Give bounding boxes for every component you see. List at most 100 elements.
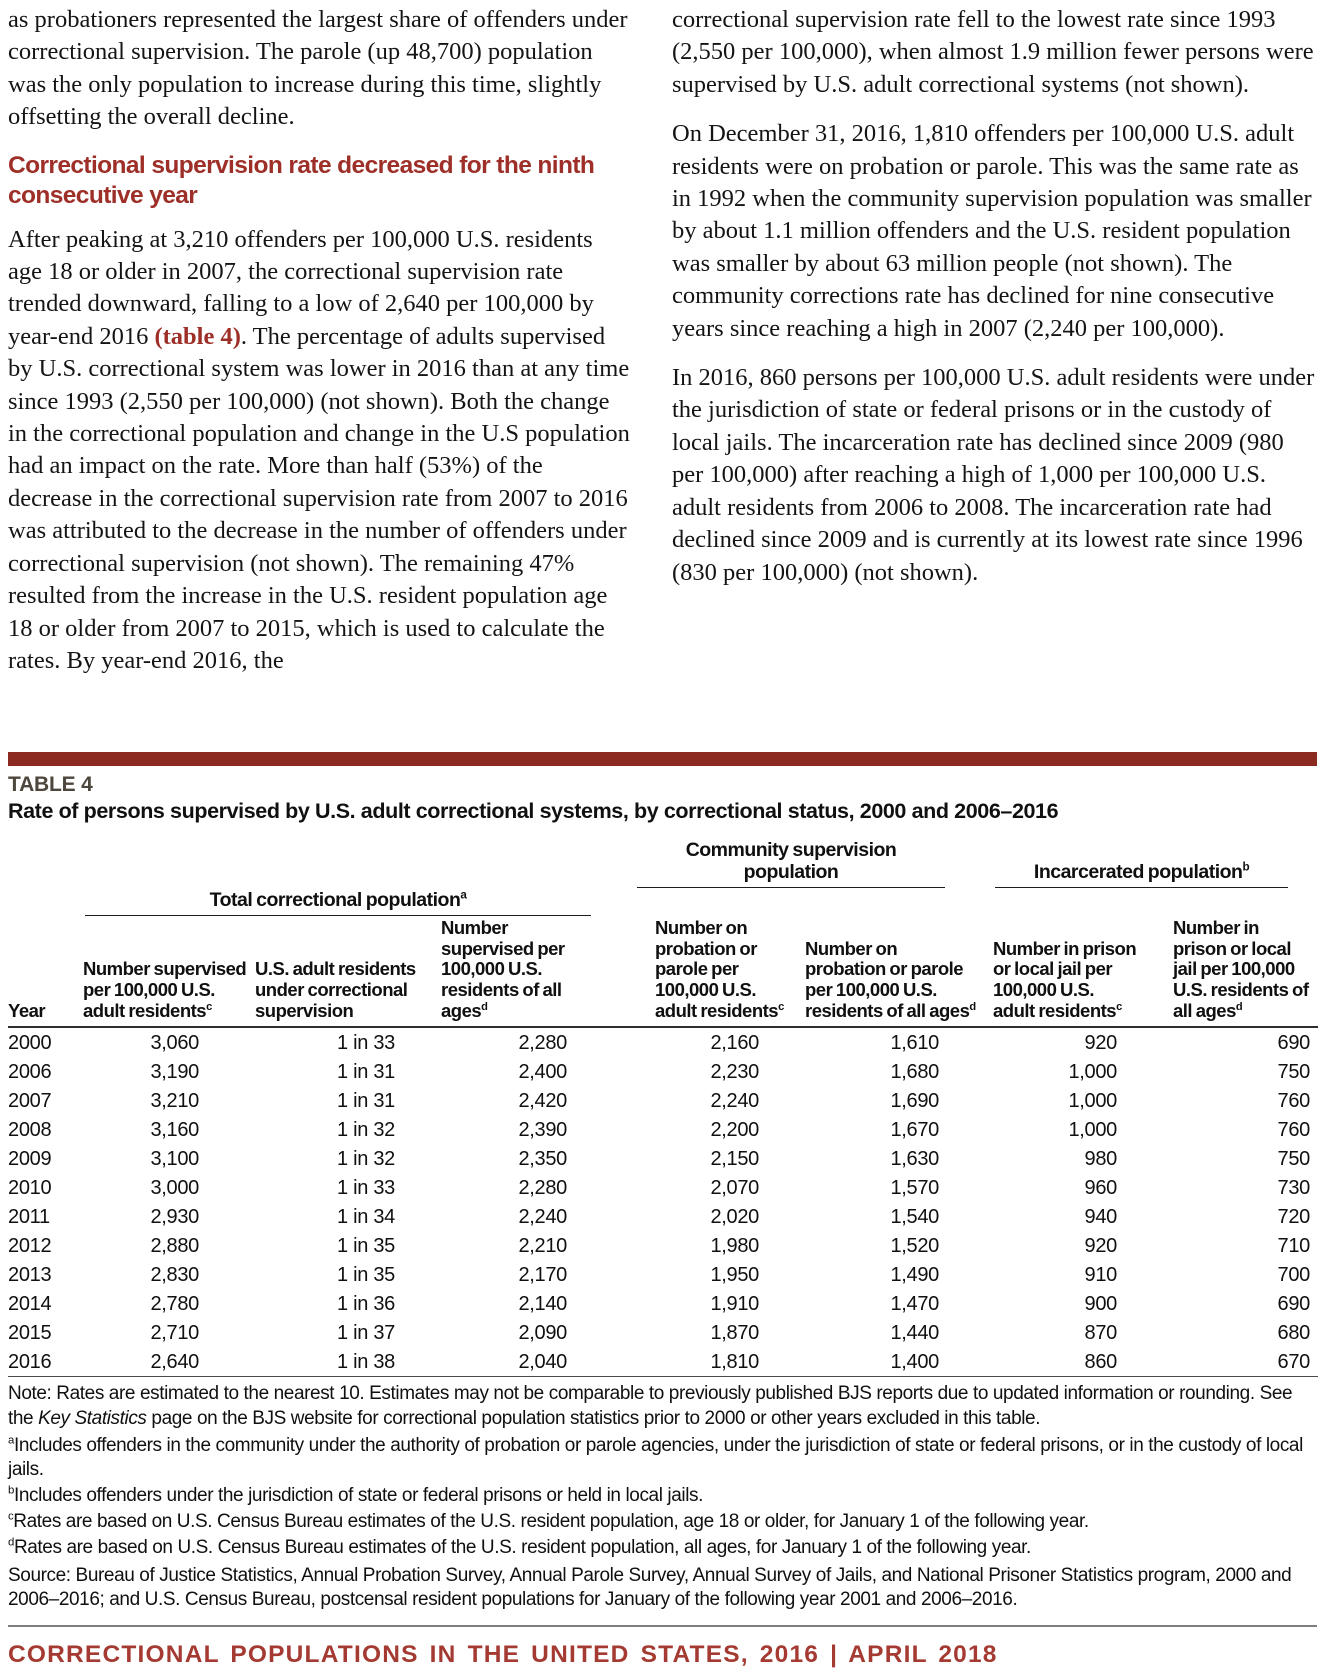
value-cell: 720: [1277, 1205, 1311, 1228]
group-header-text: Total correctional population: [209, 888, 461, 911]
value-cell: 2,150: [710, 1147, 759, 1170]
value-cell: 2,040: [441, 1347, 599, 1378]
empty-header-cell: [599, 888, 1318, 916]
column-header-year: Year: [8, 915, 83, 1029]
table-row: 2011 2,930 1 in 34 2,240 2,020 1,540 940…: [8, 1202, 1318, 1231]
value-cell: 1,570: [890, 1176, 939, 1199]
value-cell: 700: [1277, 1263, 1311, 1286]
table-body: 2000 3,060 1 in 33 2,280 2,160 1,610 920…: [8, 1027, 1318, 1378]
footnote-marker: b: [1242, 860, 1250, 874]
value-cell: 980: [1084, 1147, 1118, 1170]
table-row: 2015 2,710 1 in 37 2,090 1,870 1,440 870…: [8, 1318, 1318, 1347]
table-footnote: dRates are based on U.S. Census Bureau e…: [8, 1536, 1320, 1560]
value-cell: 1,520: [890, 1234, 939, 1257]
table-footnote: cRates are based on U.S. Census Bureau e…: [8, 1510, 1320, 1534]
footnote-marker: d: [8, 1536, 14, 1549]
value-cell: 3,100: [150, 1147, 199, 1170]
value-cell: 2,070: [710, 1176, 759, 1199]
empty-header-cell: [8, 888, 83, 916]
value-cell: 3,000: [150, 1176, 199, 1199]
value-cell: 1,000: [1068, 1089, 1117, 1112]
value-cell: 710: [1277, 1234, 1311, 1257]
value-cell: 3,160: [150, 1118, 199, 1141]
value-cell: 1 in 31: [337, 1089, 395, 1112]
footnote-text: Includes offenders under the jurisdictio…: [13, 1484, 704, 1506]
paragraph: as probationers represented the largest …: [8, 6, 628, 131]
column-header-supervised-per-all-ages: Number supervised per 100,000 U.S. resid…: [441, 915, 599, 1029]
value-cell: 750: [1277, 1147, 1311, 1170]
article-columns: as probationers represented the largest …: [8, 4, 1317, 694]
value-cell: 1,630: [890, 1147, 939, 1170]
column-header-probation-parole-per-adult: Number on probation or parole per 100,00…: [599, 915, 805, 1029]
value-cell: 760: [1277, 1089, 1311, 1112]
value-cell: 1,400: [805, 1347, 981, 1378]
empty-header-cell: [8, 838, 599, 888]
article-column-left: as probationers represented the largest …: [8, 4, 632, 694]
table-top-rule: [8, 752, 1317, 767]
group-header-row-2: Total correctional populationa: [8, 888, 1318, 916]
value-cell: 1 in 34: [337, 1205, 395, 1228]
paragraph-text: . The percentage of adults supervised by…: [8, 322, 630, 674]
value-cell: 750: [1277, 1060, 1311, 1083]
value-cell: 2,240: [710, 1089, 759, 1112]
value-cell: 1 in 37: [337, 1321, 395, 1344]
footnote-marker: a: [460, 888, 467, 902]
year-cell: 2016: [8, 1347, 83, 1378]
table-notes: Note: Rates are estimated to the nearest…: [8, 1382, 1320, 1612]
group-header-total-correctional: Total correctional populationa: [83, 888, 599, 916]
column-header-prison-jail-per-all-ages: Number in prison or local jail per 100,0…: [1143, 915, 1318, 1029]
group-header-incarcerated: Incarcerated populationb: [981, 838, 1318, 888]
value-cell: 2,400: [518, 1060, 567, 1083]
value-cell: 730: [1277, 1176, 1311, 1199]
table-row: 2010 3,000 1 in 33 2,280 2,070 1,570 960…: [8, 1173, 1318, 1202]
group-header-row-1: Community supervision population Incarce…: [8, 838, 1318, 888]
value-cell: 2,240: [518, 1205, 567, 1228]
table-source: Source: Bureau of Justice Statistics, An…: [8, 1565, 1292, 1611]
value-cell: 1,810: [599, 1347, 805, 1378]
value-cell: 3,060: [150, 1031, 199, 1054]
table-row: 2008 3,160 1 in 32 2,390 2,200 1,670 1,0…: [8, 1115, 1318, 1144]
table-footnote: aIncludes offenders in the community und…: [8, 1434, 1320, 1482]
value-cell: 1 in 32: [337, 1118, 395, 1141]
year-cell: 2006: [8, 1060, 52, 1083]
article-column-right: correctional supervision rate fell to th…: [672, 4, 1317, 694]
paragraph: After peaking at 3,210 offenders per 100…: [8, 224, 632, 678]
value-cell: 2,020: [710, 1205, 759, 1228]
table-row: 2009 3,100 1 in 32 2,350 2,150 1,630 980…: [8, 1144, 1318, 1173]
footnote-marker: c: [8, 1510, 14, 1523]
footnote-text: Rates are based on U.S. Census Bureau es…: [13, 1537, 1031, 1559]
value-cell: 2,930: [150, 1205, 199, 1228]
value-cell: 1 in 35: [337, 1234, 395, 1257]
value-cell: 2,780: [150, 1292, 199, 1315]
value-cell: 2,830: [150, 1263, 199, 1286]
value-cell: 2,710: [150, 1321, 199, 1344]
table-4-crossref-link[interactable]: (table 4): [154, 322, 241, 350]
table-row: 2016 2,640 1 in 38 2,040 1,810 1,400 860…: [8, 1347, 1318, 1378]
value-cell: 670: [1143, 1347, 1318, 1378]
group-header-text: Community supervision population: [685, 839, 897, 884]
column-header-row: Year Number supervised per 100,000 U.S. …: [8, 915, 1318, 1029]
value-cell: 760: [1277, 1118, 1311, 1141]
year-cell: 2011: [8, 1205, 50, 1228]
section-heading: Correctional supervision rate decreased …: [8, 151, 595, 209]
value-cell: 960: [1084, 1176, 1118, 1199]
column-header-probation-parole-per-all-ages: Number on probation or parole per 100,00…: [805, 915, 981, 1029]
year-cell: 2014: [8, 1292, 52, 1315]
year-cell: 2015: [8, 1321, 52, 1344]
paragraph: correctional supervision rate fell to th…: [672, 6, 1314, 98]
column-header-supervised-per-adult: Number supervised per 100,000 U.S. adult…: [83, 915, 255, 1029]
value-cell: 680: [1277, 1321, 1311, 1344]
table-header: Community supervision population Incarce…: [8, 838, 1318, 1029]
year-cell: 2013: [8, 1263, 52, 1286]
page-footer: CORRECTIONAL POPULATIONS IN THE UNITED S…: [8, 1624, 1317, 1669]
value-cell: 1,540: [890, 1205, 939, 1228]
value-cell: 1 in 32: [337, 1147, 395, 1170]
value-cell: 1,000: [1068, 1060, 1117, 1083]
table-footnotes: aIncludes offenders in the community und…: [8, 1434, 1320, 1561]
value-cell: 2,390: [518, 1118, 567, 1141]
paragraph: In 2016, 860 persons per 100,000 U.S. ad…: [672, 364, 1315, 586]
value-cell: 1,440: [890, 1321, 939, 1344]
table-row: 2000 3,060 1 in 33 2,280 2,160 1,610 920…: [8, 1027, 1318, 1057]
year-cell: 2012: [8, 1234, 52, 1257]
